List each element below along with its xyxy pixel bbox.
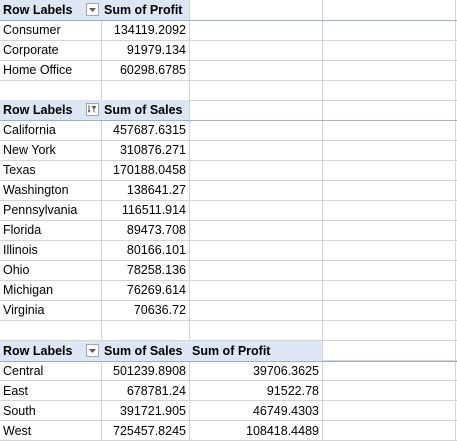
row-gridline [0, 380, 457, 381]
pivot2-table-row: Washington 138641.27 [0, 180, 457, 200]
value-cell[interactable]: 108418.4489 [246, 424, 319, 438]
row-label-cell[interactable]: Central [3, 364, 44, 378]
value-cell[interactable]: 678781.24 [126, 384, 186, 398]
pivot3-table-row: Central 501239.8908 39706.3625 [0, 361, 457, 381]
row-label-cell[interactable]: Texas [3, 163, 36, 177]
value-cell[interactable]: 116511.914 [121, 203, 186, 217]
header-border [0, 120, 189, 121]
value-cell[interactable]: 391721.905 [119, 404, 186, 418]
row-label-cell[interactable]: South [3, 404, 36, 418]
row-label-cell[interactable]: New York [3, 143, 56, 157]
row-gridline [0, 400, 457, 401]
pivot2-table-row: Michigan 76269.614 [0, 280, 457, 300]
row-label-cell[interactable]: California [3, 123, 56, 137]
row-gridline [0, 220, 457, 221]
row-gridline [0, 60, 457, 61]
row-label-cell[interactable]: Consumer [3, 23, 61, 37]
row-label-cell[interactable]: Washington [3, 183, 69, 197]
row-label-cell[interactable]: Corporate [3, 43, 59, 57]
pivot2-row-labels-header[interactable]: Row Labels [0, 100, 101, 120]
row-gridline [0, 160, 457, 161]
pivot3-sum-of-sales-header[interactable]: Sum of Sales [101, 341, 189, 361]
pivot3-table-row: West 725457.8245 108418.4489 [0, 421, 457, 441]
value-cell[interactable]: 60298.6785 [119, 63, 186, 77]
row-gridline [0, 200, 457, 201]
value-cell[interactable]: 138641.27 [126, 183, 186, 197]
pivot3-header-row: Row Labels Sum of Sales Sum of Profit [0, 341, 457, 362]
pivot2-table-row: New York 310876.271 [0, 140, 457, 160]
pivot3-table-row: South 391721.905 46749.4303 [0, 401, 457, 421]
sort-filter-icon[interactable] [86, 103, 99, 116]
row-gridline [0, 100, 457, 101]
row-label-cell[interactable]: Illinois [3, 243, 38, 257]
row-label-cell[interactable]: Home Office [3, 63, 73, 77]
pivot2-sum-of-sales-header[interactable]: Sum of Sales [101, 100, 189, 120]
row-label-cell[interactable]: Pennsylvania [3, 203, 78, 217]
value-cell[interactable]: 89473.708 [126, 223, 186, 237]
value-cell[interactable]: 91522.78 [266, 384, 319, 398]
value-cell[interactable]: 70636.72 [133, 303, 186, 317]
pivot1-table-row: Home Office 60298.6785 [0, 60, 457, 80]
pivot3-row-labels-header[interactable]: Row Labels [0, 341, 101, 361]
pivot1-table-row: Consumer 134119.2092 [0, 20, 457, 40]
value-cell[interactable]: 91979.134 [126, 43, 186, 57]
value-cell[interactable]: 76269.614 [126, 283, 186, 297]
dropdown-arrow-icon[interactable] [86, 344, 99, 357]
header-border [0, 361, 322, 362]
row-gridline [0, 280, 457, 281]
row-label-cell[interactable]: Virginia [3, 303, 45, 317]
pivot3-sum-of-profit-header[interactable]: Sum of Profit [189, 341, 322, 361]
value-cell[interactable]: 725457.8245 [113, 424, 186, 438]
value-cell[interactable]: 80166.101 [126, 243, 186, 257]
row-gridline [0, 180, 457, 181]
value-cell[interactable]: 457687.6315 [113, 123, 186, 137]
value-cell[interactable]: 46749.4303 [252, 404, 319, 418]
row-label-cell[interactable]: Michigan [3, 283, 54, 297]
row-gridline [0, 260, 457, 261]
pivot1-header-row: Row Labels Sum of Profit [0, 0, 457, 21]
pivot2-table-row: Ohio 78258.136 [0, 260, 457, 280]
pivot2-table-row: California 457687.6315 [0, 120, 457, 140]
value-cell[interactable]: 78258.136 [126, 263, 186, 277]
pivot1-row-labels-header[interactable]: Row Labels [0, 0, 101, 20]
pivot2-header-row: Row Labels Sum of Sales [0, 100, 457, 121]
pivot2-table-row: Illinois 80166.101 [0, 240, 457, 260]
pivot2-table-row: Virginia 70636.72 [0, 300, 457, 320]
row-gridline [0, 320, 457, 321]
row-gridline [0, 240, 457, 241]
row-gridline [0, 340, 457, 341]
value-cell[interactable]: 501239.8908 [113, 364, 186, 378]
value-cell[interactable]: 170188.0458 [113, 163, 186, 177]
row-gridline [0, 300, 457, 301]
dropdown-arrow-icon[interactable] [86, 3, 99, 16]
pivot2-table-row: Florida 89473.708 [0, 220, 457, 240]
pivot1-sum-of-profit-header[interactable]: Sum of Profit [101, 0, 189, 20]
value-cell[interactable]: 134119.2092 [113, 23, 186, 37]
row-label-cell[interactable]: Ohio [3, 263, 30, 277]
row-label-cell[interactable]: West [3, 424, 32, 438]
pivot2-table-row: Pennsylvania 116511.914 [0, 200, 457, 220]
value-cell[interactable]: 39706.3625 [252, 364, 319, 378]
header-border [0, 20, 189, 21]
row-gridline [0, 80, 457, 81]
pivot2-table-row: Texas 170188.0458 [0, 160, 457, 180]
row-gridline [0, 40, 457, 41]
row-label-cell[interactable]: East [3, 384, 29, 398]
pivot1-table-row: Corporate 91979.134 [0, 40, 457, 60]
row-gridline [0, 420, 457, 421]
row-label-cell[interactable]: Florida [3, 223, 42, 237]
pivot3-table-row: East 678781.24 91522.78 [0, 381, 457, 401]
row-gridline [0, 140, 457, 141]
value-cell[interactable]: 310876.271 [119, 143, 186, 157]
